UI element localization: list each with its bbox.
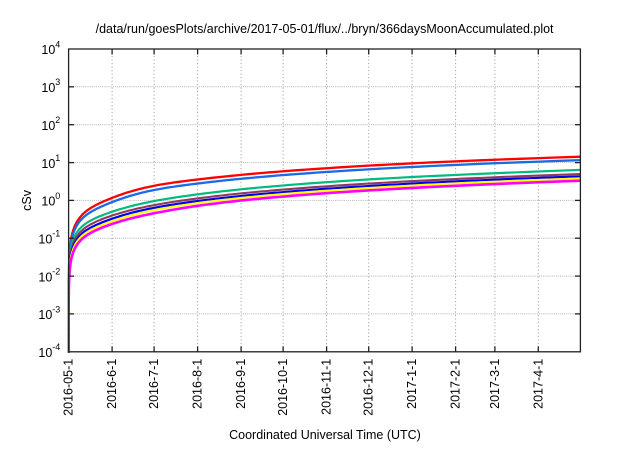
svg-text:2017-4-1: 2017-4-1 <box>531 359 545 409</box>
svg-text:2016-10-1: 2016-10-1 <box>276 359 290 416</box>
svg-text:2016-6-1: 2016-6-1 <box>105 359 119 409</box>
svg-text:2017-2-1: 2017-2-1 <box>449 359 463 409</box>
svg-text:2017-3-1: 2017-3-1 <box>488 359 502 409</box>
svg-text:/data/run/goesPlots/archive/20: /data/run/goesPlots/archive/2017-05-01/f… <box>96 22 554 36</box>
svg-text:cSv: cSv <box>20 189 34 211</box>
svg-text:2016-8-1: 2016-8-1 <box>191 359 205 409</box>
svg-text:2016-05-1: 2016-05-1 <box>62 359 76 416</box>
svg-text:2016-11-1: 2016-11-1 <box>320 359 334 415</box>
svg-text:2017-1-1: 2017-1-1 <box>405 359 419 409</box>
svg-text:2016-9-1: 2016-9-1 <box>234 359 248 409</box>
svg-text:2016-7-1: 2016-7-1 <box>147 359 161 409</box>
svg-text:Coordinated Universal Time (UT: Coordinated Universal Time (UTC) <box>229 428 421 442</box>
svg-text:2016-12-1: 2016-12-1 <box>362 359 376 416</box>
